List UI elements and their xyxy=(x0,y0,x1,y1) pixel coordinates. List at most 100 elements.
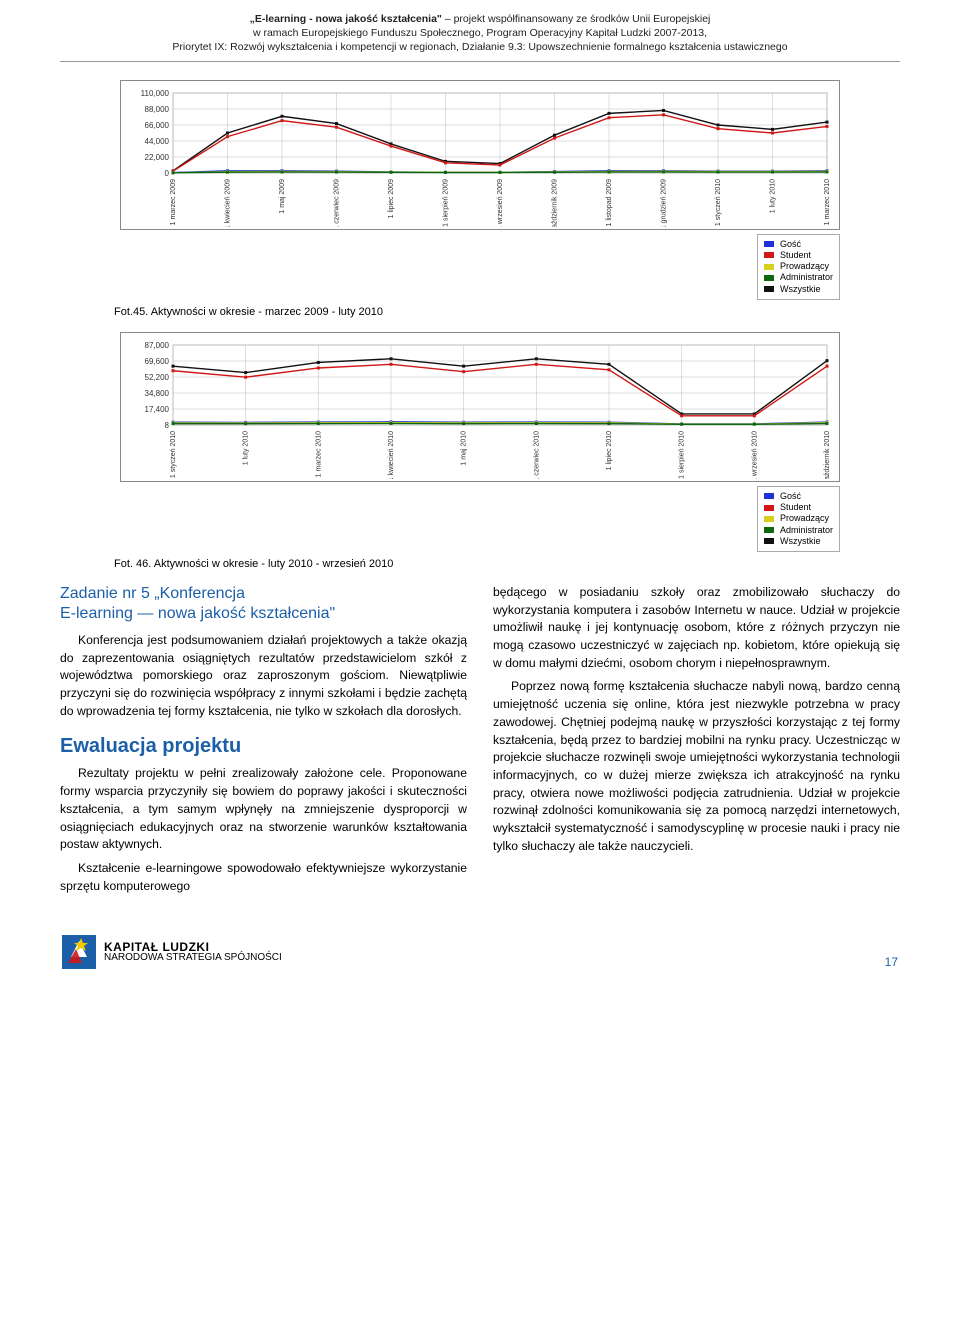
legend-label: Student xyxy=(780,502,811,513)
body-columns: Zadanie nr 5 „Konferencja E-learning — n… xyxy=(60,584,900,901)
svg-text:1 marzec 2009: 1 marzec 2009 xyxy=(170,178,177,224)
right-column: będącego w posiadaniu szkoły oraz zmobil… xyxy=(493,584,900,901)
legend-swatch xyxy=(764,275,774,281)
legend-label: Wszystkie xyxy=(780,536,821,547)
legend-label: Student xyxy=(780,250,811,261)
chart-1-caption: Fot.45. Aktywności w okresie - marzec 20… xyxy=(114,306,900,318)
eval-p1: Rezultaty projektu w pełni zrealizowały … xyxy=(60,765,467,853)
svg-text:1 kwiecień 2010: 1 kwiecień 2010 xyxy=(388,431,395,479)
right-p1: będącego w posiadaniu szkoły oraz zmobil… xyxy=(493,584,900,672)
legend-row: Prowadzący xyxy=(764,513,833,524)
chart-2-legend-wrap: GośćStudentProwadzącyAdministratorWszyst… xyxy=(120,486,840,552)
legend-swatch xyxy=(764,516,774,522)
svg-text:1 grudzień 2009: 1 grudzień 2009 xyxy=(661,178,668,226)
task-title-line1: Zadanie nr 5 „Konferencja xyxy=(60,585,245,602)
svg-text:22,000: 22,000 xyxy=(145,153,170,162)
chart-1-svg: 0 22,000 44,000 66,000 88,000 110,000 1 marzec… xyxy=(127,87,833,227)
eval-p2: Kształcenie e-learningowe spowodowało ef… xyxy=(60,860,467,895)
legend-label: Prowadzący xyxy=(780,261,829,272)
svg-text:1 czerwiec 2010: 1 czerwiec 2010 xyxy=(533,431,540,479)
legend-swatch xyxy=(764,241,774,247)
svg-text:1 październik 2009: 1 październik 2009 xyxy=(552,178,559,226)
svg-text:88,000: 88,000 xyxy=(145,105,170,114)
legend-swatch xyxy=(764,538,774,544)
chart-1-legend-wrap: GośćStudentProwadzącyAdministratorWszyst… xyxy=(120,234,840,300)
svg-text:1 listopad 2009: 1 listopad 2009 xyxy=(606,178,613,226)
header-line1-rest: – projekt współfinansowany ze środków Un… xyxy=(442,13,710,25)
chart-1-legend: GośćStudentProwadzącyAdministratorWszyst… xyxy=(757,234,840,300)
svg-text:1 lipiec 2010: 1 lipiec 2010 xyxy=(606,431,613,470)
legend-label: Wszystkie xyxy=(780,284,821,295)
legend-swatch xyxy=(764,493,774,499)
svg-text:1 czerwiec 2009: 1 czerwiec 2009 xyxy=(334,178,341,226)
footer-logo-text: KAPITAŁ LUDZKI NARODOWA STRATEGIA SPÓJNO… xyxy=(104,941,282,964)
svg-text:1 lipiec 2009: 1 lipiec 2009 xyxy=(388,178,395,217)
svg-text:17,400: 17,400 xyxy=(145,405,170,414)
legend-row: Prowadzący xyxy=(764,261,833,272)
chart-2-svg: 8 17,400 34,800 52,200 69,600 87,000 1 styczeń… xyxy=(127,339,833,479)
page-footer: KAPITAŁ LUDZKI NARODOWA STRATEGIA SPÓJNO… xyxy=(60,935,900,969)
svg-text:1 marzec 2010: 1 marzec 2010 xyxy=(315,431,322,477)
svg-text:66,000: 66,000 xyxy=(145,121,170,130)
svg-text:1 marzec 2010: 1 marzec 2010 xyxy=(824,178,831,224)
header-line2: w ramach Europejskiego Funduszu Społeczn… xyxy=(253,27,707,39)
svg-text:1 sierpień 2009: 1 sierpień 2009 xyxy=(443,178,450,226)
task-p1: Konferencja jest podsumowaniem działań p… xyxy=(60,632,467,720)
chart-2-frame: 8 17,400 34,800 52,200 69,600 87,000 1 styczeń… xyxy=(120,332,840,482)
svg-text:1 styczeń 2010: 1 styczeń 2010 xyxy=(715,178,722,225)
legend-row: Administrator xyxy=(764,272,833,283)
svg-text:44,000: 44,000 xyxy=(145,137,170,146)
header-line3: Priorytet IX: Rozwój wykształcenia i kom… xyxy=(172,41,787,53)
svg-text:1 luty 2010: 1 luty 2010 xyxy=(770,178,777,212)
eval-title: Ewaluacja projektu xyxy=(60,732,467,761)
svg-text:52,200: 52,200 xyxy=(145,373,170,382)
legend-row: Wszystkie xyxy=(764,284,833,295)
svg-text:1 sierpień 2010: 1 sierpień 2010 xyxy=(679,431,686,479)
legend-label: Administrator xyxy=(780,272,833,283)
svg-text:0: 0 xyxy=(165,169,170,178)
legend-row: Administrator xyxy=(764,525,833,536)
legend-row: Gość xyxy=(764,239,833,250)
header-title-bold: „E-learning - nowa jakość kształcenia" xyxy=(250,13,442,25)
legend-row: Wszystkie xyxy=(764,536,833,547)
svg-text:1 styczeń 2010: 1 styczeń 2010 xyxy=(170,431,177,478)
kapital-ludzki-icon xyxy=(62,935,96,969)
legend-swatch xyxy=(764,252,774,258)
footer-logo: KAPITAŁ LUDZKI NARODOWA STRATEGIA SPÓJNO… xyxy=(62,935,282,969)
legend-label: Prowadzący xyxy=(780,513,829,524)
svg-text:110,000: 110,000 xyxy=(141,89,170,98)
svg-text:1 wrzesień 2009: 1 wrzesień 2009 xyxy=(497,178,504,226)
right-p2: Poprzez nową formę kształcenia słuchacze… xyxy=(493,678,900,855)
task-title: Zadanie nr 5 „Konferencja E-learning — n… xyxy=(60,584,467,624)
chart-2-block: 8 17,400 34,800 52,200 69,600 87,000 1 styczeń… xyxy=(60,332,900,570)
footer-logo-bottom: NARODOWA STRATEGIA SPÓJNOŚCI xyxy=(104,953,282,964)
chart-1-frame: 0 22,000 44,000 66,000 88,000 110,000 1 marzec… xyxy=(120,80,840,230)
svg-text:1 maj 2010: 1 maj 2010 xyxy=(461,431,468,466)
page-number: 17 xyxy=(885,955,898,969)
task-title-line2: E-learning — nowa jakość kształcenia" xyxy=(60,605,335,622)
svg-text:69,600: 69,600 xyxy=(145,357,170,366)
svg-text:8: 8 xyxy=(165,421,170,430)
legend-swatch xyxy=(764,286,774,292)
left-column: Zadanie nr 5 „Konferencja E-learning — n… xyxy=(60,584,467,901)
page-header: „E-learning - nowa jakość kształcenia" –… xyxy=(60,12,900,62)
svg-text:1 kwiecień 2009: 1 kwiecień 2009 xyxy=(225,178,232,226)
chart-2-caption: Fot. 46. Aktywności w okresie - luty 201… xyxy=(114,558,900,570)
svg-text:1 luty 2010: 1 luty 2010 xyxy=(243,431,250,465)
chart-2-legend: GośćStudentProwadzącyAdministratorWszyst… xyxy=(757,486,840,552)
svg-text:1 wrzesień 2010: 1 wrzesień 2010 xyxy=(751,431,758,479)
legend-row: Gość xyxy=(764,491,833,502)
legend-label: Gość xyxy=(780,239,801,250)
legend-row: Student xyxy=(764,250,833,261)
svg-text:1 maj 2009: 1 maj 2009 xyxy=(279,178,286,213)
svg-text:87,000: 87,000 xyxy=(145,341,170,350)
legend-label: Administrator xyxy=(780,525,833,536)
legend-swatch xyxy=(764,527,774,533)
svg-text:34,800: 34,800 xyxy=(145,389,170,398)
chart-1-block: 0 22,000 44,000 66,000 88,000 110,000 1 marzec… xyxy=(60,80,900,318)
legend-swatch xyxy=(764,264,774,270)
svg-text:1 październik 2010: 1 październik 2010 xyxy=(824,431,831,479)
legend-label: Gość xyxy=(780,491,801,502)
legend-row: Student xyxy=(764,502,833,513)
legend-swatch xyxy=(764,505,774,511)
